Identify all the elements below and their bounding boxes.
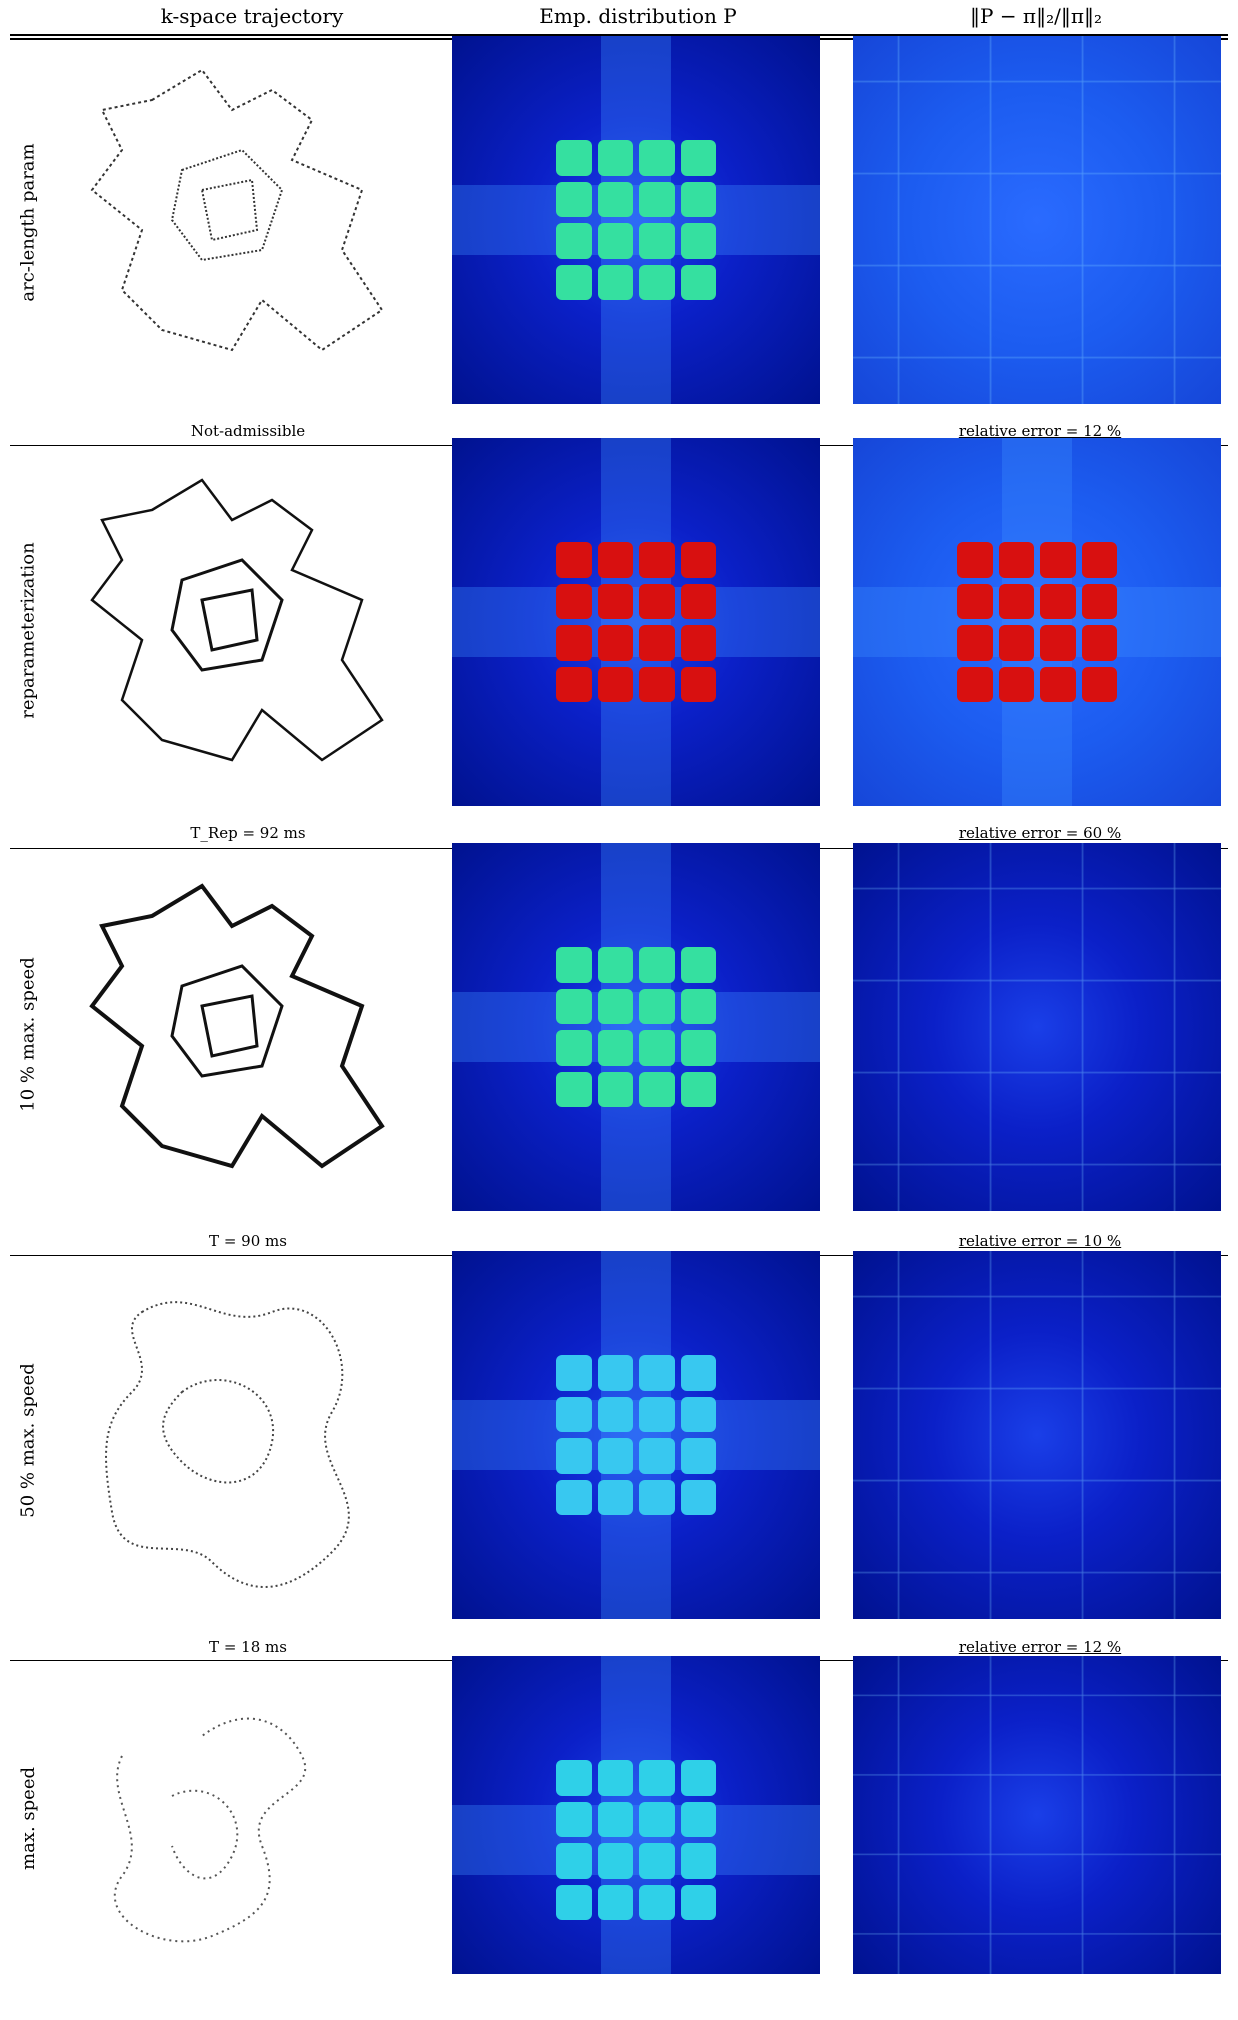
error-map-5 [853,1656,1221,1974]
trajectory-reparameterization [90,478,384,762]
caption-right-3: relative error = 10 % [958,1232,1122,1250]
distribution-map-2 [452,438,820,806]
caption-left-3: T = 90 ms [209,1232,287,1250]
distribution-map-3 [452,843,820,1211]
row-label-3: 10 % max. speed [17,957,39,1112]
trajectory-plot-2 [62,460,442,804]
header-trajectory: k-space trajectory [160,4,344,28]
row-label-1: arc-length param [17,143,39,302]
trajectory-plot-5 [62,1676,442,2020]
distribution-map-1 [452,36,820,404]
row-label-2: reparameterization [17,542,39,719]
header-error: ‖P − π‖₂/‖π‖₂ [970,4,1102,28]
caption-right-4: relative error = 12 % [958,1638,1122,1656]
row-label-5: max. speed [17,1766,39,1870]
trajectory-plot-4 [62,1272,442,1616]
distribution-map-4 [452,1251,820,1619]
error-map-2 [853,438,1221,806]
trajectory-plot-1 [62,50,442,394]
error-map-4 [853,1251,1221,1619]
header-distribution: Emp. distribution P [539,4,737,28]
trajectory-50pct-speed [105,1301,350,1588]
error-map-3 [853,843,1221,1211]
caption-left-2: T_Rep = 92 ms [190,824,306,842]
trajectory-max-speed [113,1717,307,1943]
caption-left-4: T = 18 ms [209,1638,287,1656]
caption-right-2: relative error = 60 % [958,824,1122,842]
error-map-1 [853,36,1221,404]
caption-left-1: Not-admissible [190,422,306,440]
caption-right-1: relative error = 12 % [958,422,1122,440]
row-label-4: 50 % max. speed [17,1363,39,1518]
trajectory-10pct-speed [89,883,385,1169]
header-rule-top [10,34,1228,36]
trajectory-arc-length [90,68,384,352]
distribution-map-5 [452,1656,820,1974]
trajectory-plot-3 [62,866,442,1210]
